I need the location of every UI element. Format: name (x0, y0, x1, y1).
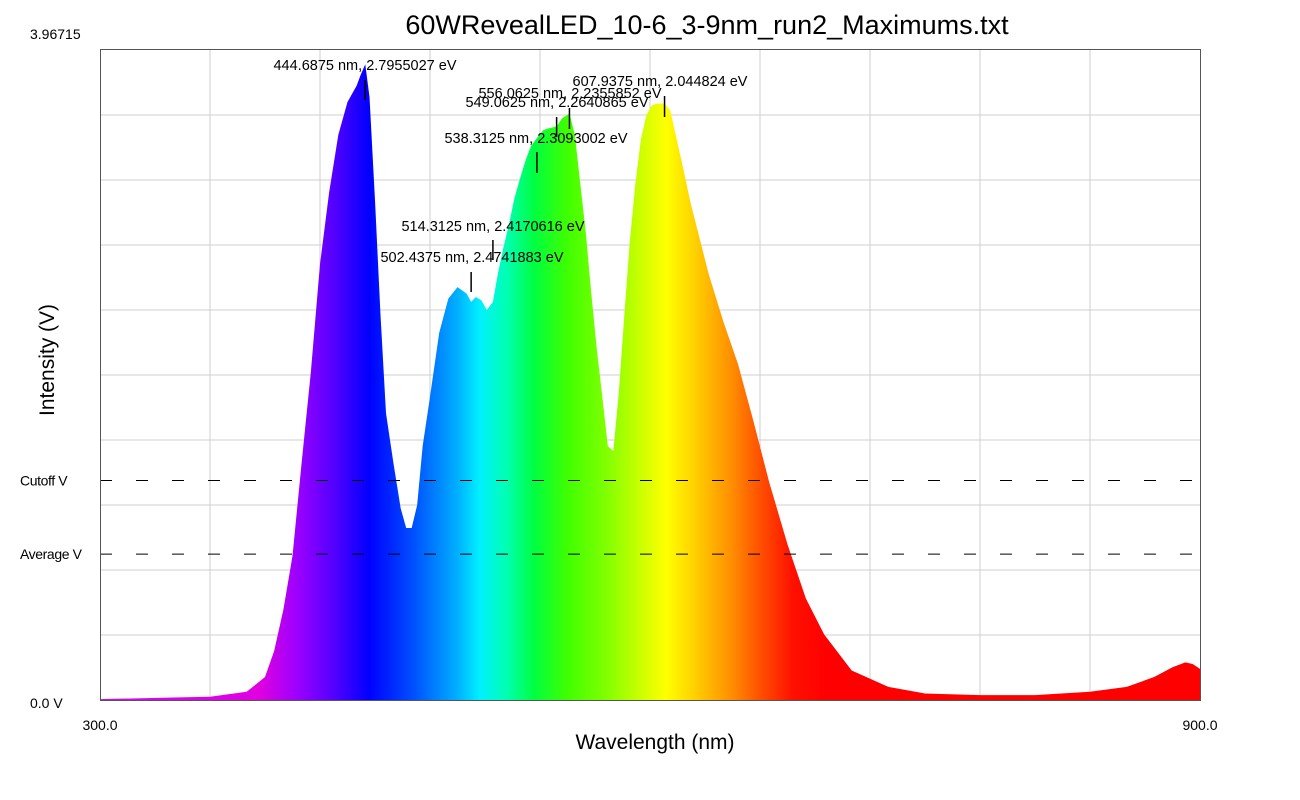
peak-label: 444.6875 nm, 2.7955027 eV (273, 58, 456, 74)
peak-label: 514.3125 nm, 2.4170616 eV (401, 219, 584, 235)
chart-title: 60WRevealLED_10-6_3-9nm_run2_Maximums.tx… (405, 10, 1009, 40)
peak-label: 549.0625 nm, 2.2640865 eV (465, 95, 648, 111)
peak-label: 556.0625 nm, 2.2355852 eV (478, 86, 661, 102)
peak-label: 538.3125 nm, 2.3093002 eV (444, 131, 627, 147)
peak-annotations: 444.6875 nm, 2.7955027 eV 502.4375 nm, 2.… (273, 58, 748, 292)
plot-frame (100, 49, 1201, 701)
y-axis-title: Intensity (V) (36, 304, 59, 416)
y-tick-min: 0.0 V (30, 695, 63, 711)
x-tick-min: 300.0 (82, 717, 117, 733)
reference-lines: Cutoff V Average V (20, 472, 1200, 562)
x-axis-title: Wavelength (nm) (575, 731, 734, 754)
peak-label: 502.4375 nm, 2.4741883 eV (380, 250, 563, 266)
reference-line-label: Average V (20, 546, 83, 562)
reference-line-label: Cutoff V (20, 472, 68, 488)
y-tick-max: 3.96715 (30, 26, 81, 42)
x-tick-max: 900.0 (1182, 717, 1217, 733)
peak-label: 607.9375 nm, 2.044824 eV (573, 74, 748, 90)
spectrum-area (100, 64, 1200, 700)
